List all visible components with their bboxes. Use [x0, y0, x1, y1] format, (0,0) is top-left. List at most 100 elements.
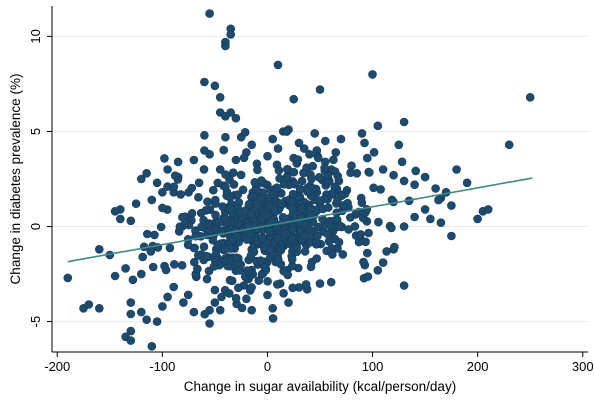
data-point [378, 165, 388, 174]
data-point [181, 219, 190, 228]
data-point [179, 298, 188, 307]
data-point [287, 234, 297, 243]
data-point [382, 247, 391, 256]
data-point [210, 285, 220, 295]
data-point [344, 225, 353, 234]
data-point [225, 193, 235, 202]
data-point [356, 193, 366, 203]
x-axis-title: Change in sugar availability (kcal/perso… [184, 379, 456, 394]
data-point [336, 134, 346, 144]
data-point [169, 182, 179, 192]
data-point [158, 188, 167, 197]
data-point [232, 231, 242, 241]
data-point [268, 303, 278, 313]
data-point [194, 178, 204, 188]
data-point [394, 140, 404, 150]
data-point [369, 148, 379, 157]
data-point [237, 303, 247, 313]
data-point [220, 213, 230, 223]
data-point [169, 282, 178, 292]
data-point [306, 203, 315, 213]
data-point [137, 307, 146, 317]
data-point [246, 251, 256, 260]
data-point [170, 259, 179, 269]
data-point [193, 264, 202, 274]
data-point [276, 199, 286, 208]
data-point [273, 144, 283, 153]
data-point [452, 165, 461, 174]
data-point [247, 283, 256, 292]
data-point [219, 145, 228, 155]
data-point [297, 204, 306, 214]
data-point [202, 251, 211, 261]
data-point [287, 261, 297, 271]
data-point [312, 254, 322, 263]
data-point [390, 242, 399, 252]
data-point [274, 166, 284, 175]
data-point [146, 247, 156, 256]
data-point [315, 279, 325, 288]
data-point [210, 81, 220, 91]
data-point [126, 309, 136, 319]
data-point [142, 169, 151, 178]
data-point [269, 189, 278, 199]
data-point [210, 298, 220, 307]
data-point [257, 234, 267, 243]
data-point [420, 205, 430, 214]
data-point [247, 209, 256, 219]
y-tick-label: 10 [28, 29, 43, 43]
data-point [525, 93, 535, 102]
data-point [264, 201, 274, 211]
data-point [177, 260, 187, 270]
data-point [426, 214, 435, 224]
data-point [221, 244, 230, 254]
data-point [300, 231, 309, 241]
data-point [307, 174, 316, 184]
data-point [110, 271, 120, 281]
data-point [273, 60, 283, 70]
data-point [200, 309, 209, 319]
data-point [362, 248, 372, 258]
data-point [333, 171, 343, 181]
data-point [229, 168, 238, 177]
data-point [447, 231, 456, 241]
data-point [297, 176, 307, 186]
data-point [235, 266, 244, 275]
data-point [259, 243, 269, 252]
data-point [211, 195, 220, 205]
data-point [362, 205, 372, 214]
data-point [282, 127, 292, 136]
data-point [359, 257, 368, 267]
data-point [194, 193, 203, 202]
data-point [323, 171, 333, 181]
data-point [218, 202, 227, 211]
data-point [333, 196, 342, 205]
data-point [211, 225, 221, 234]
data-point [399, 222, 409, 231]
data-point [279, 288, 288, 298]
data-point [273, 254, 283, 264]
data-point [221, 182, 230, 192]
data-point [173, 157, 183, 167]
data-point [142, 315, 151, 325]
data-point [374, 217, 383, 227]
data-point [357, 129, 367, 138]
data-point [312, 238, 321, 248]
data-point [189, 155, 199, 165]
data-point [131, 199, 141, 208]
data-point [221, 41, 230, 51]
data-point [161, 265, 171, 275]
data-point [411, 166, 421, 176]
data-point [273, 234, 283, 243]
data-point [63, 273, 73, 283]
data-point [234, 283, 243, 293]
data-point [249, 192, 258, 201]
data-point [272, 280, 282, 289]
data-point [315, 85, 325, 94]
data-point [204, 220, 213, 229]
data-point [196, 208, 206, 218]
data-point [436, 218, 446, 227]
data-point [221, 112, 230, 121]
data-point [202, 274, 212, 284]
